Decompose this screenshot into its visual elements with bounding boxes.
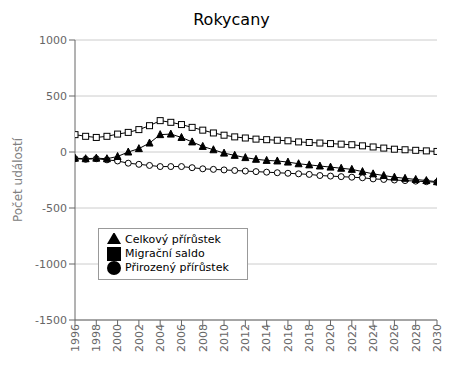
svg-text:1996: 1996 — [69, 324, 82, 352]
svg-text:2022: 2022 — [346, 324, 359, 352]
svg-text:2004: 2004 — [154, 324, 167, 352]
svg-text:2016: 2016 — [282, 324, 295, 352]
svg-text:2020: 2020 — [324, 324, 337, 352]
svg-text:2012: 2012 — [239, 324, 252, 352]
svg-text:2030: 2030 — [431, 324, 444, 352]
svg-text:500: 500 — [46, 90, 67, 103]
html-text:Celkový přírůstek: Celkový přírůstek — [125, 233, 221, 246]
svg-text:1000: 1000 — [39, 34, 67, 47]
svg-text:2014: 2014 — [260, 324, 273, 352]
svg-text:2010: 2010 — [218, 324, 231, 352]
svg-text:0: 0 — [60, 146, 67, 159]
svg-text:-1000: -1000 — [35, 258, 67, 271]
svg-text:2024: 2024 — [367, 324, 380, 352]
svg-text:2006: 2006 — [175, 324, 188, 352]
html-text:Rokycany: Rokycany — [193, 10, 270, 29]
svg-text:2026: 2026 — [388, 324, 401, 352]
svg-text:2028: 2028 — [410, 324, 423, 352]
svg-text:2000: 2000 — [111, 324, 124, 352]
svg-text:-500: -500 — [42, 202, 67, 215]
html-text:Migrační saldo: Migrační saldo — [125, 247, 205, 260]
svg-text:Počet událostí: Počet událostí — [11, 137, 25, 222]
svg-text:2002: 2002 — [133, 324, 146, 352]
svg-text:2008: 2008 — [197, 324, 210, 352]
svg-text:1998: 1998 — [90, 324, 103, 352]
svg-text:-1500: -1500 — [35, 314, 67, 327]
html-text:Přirozený přírůstek: Přirozený přírůstek — [125, 261, 229, 274]
svg-text:2018: 2018 — [303, 324, 316, 352]
